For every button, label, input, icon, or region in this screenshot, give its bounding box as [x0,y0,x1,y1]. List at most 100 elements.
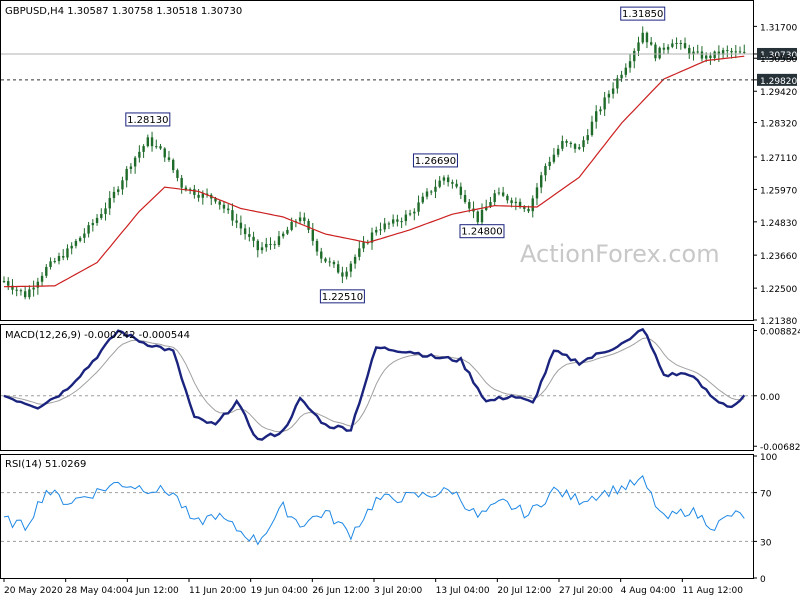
price-annotation-box [459,224,505,239]
candle-body [235,220,238,223]
candle-body [112,191,116,199]
candle-body [726,50,729,52]
price-annotation-box [412,153,458,168]
candle-body [15,289,18,291]
price-y-tick-label: 1.31700 [760,23,797,33]
candle-body [709,55,712,59]
candle-body [281,233,285,237]
candle-body [286,229,289,234]
candle-body [430,191,433,193]
candle-body [358,248,361,257]
candle-body [311,229,314,241]
candle-body [421,196,424,203]
candle-body [345,271,348,277]
candle-body [573,144,577,149]
candle-body [36,281,40,288]
candle-body [611,88,615,94]
candle-body [514,201,518,204]
candle-body [83,233,86,238]
candle-body [100,214,103,218]
candle-body [738,51,742,53]
candle-body [57,256,61,262]
price-y-tick-label: 1.30730 [760,51,797,61]
candle-body [133,157,137,167]
candle-body [446,177,450,183]
candle-body [586,135,589,141]
candle-body [117,189,120,192]
rsi-header: RSI(14) 51.0269 [5,459,86,470]
x-tick-label: 27 Jul 20:00 [559,586,613,596]
candle-body [662,47,666,50]
candle-body [413,211,416,214]
candle-body [468,202,471,209]
candle-body [328,261,331,263]
candle-body [265,243,268,248]
candle-body [256,240,259,251]
candle-body [599,109,602,112]
candle-body [590,121,594,136]
candle-body [32,287,35,290]
candle-body [74,240,78,246]
candle-body [49,261,52,267]
macd-layer [1,327,753,441]
candle-body [400,221,403,223]
candle-body [95,217,99,224]
price-y-tick-label: 1.24830 [760,219,797,229]
candle-body [11,285,14,290]
support-price-tag [757,73,797,86]
candle-body [298,217,302,222]
candle-body [40,275,44,282]
candle-body [362,242,365,249]
candle-body [451,182,454,184]
candle-body [523,207,526,209]
candle-body [713,51,716,59]
candle-body [142,146,145,152]
candle-body [159,146,162,149]
price-annotation-label: 1.22510 [322,292,363,303]
candle-body [717,51,721,55]
macd-y-tick-label: 0.00 [760,393,780,403]
candle-body [743,51,746,53]
price-header: GBPUSD,H4 1.30587 1.30758 1.30518 1.3073… [5,6,242,17]
candle-body [336,264,340,273]
candle-body [62,256,65,258]
candle-body [434,186,437,192]
candle-body [269,243,272,245]
candle-body [2,281,6,283]
x-tick-label: 4 Aug 04:00 [621,586,676,596]
candle-body [239,222,243,229]
candle-body [561,141,564,149]
price-annotation-label: 1.26690 [415,156,456,167]
candle-body [485,206,488,210]
x-tick-label: 20 Jul 12:00 [497,586,551,596]
candle-body [692,51,695,55]
candle-body [404,214,408,222]
rsi-panel-frame [0,454,754,579]
price-y-tick-label: 1.25970 [760,186,797,196]
candle-body [121,180,124,190]
candle-body [417,202,420,212]
candle-body [290,221,293,230]
price-y-tick-label: 1.27110 [760,154,797,164]
candle-body [45,266,48,276]
candle-body [688,47,691,55]
candle-body [332,261,336,265]
x-tick-label: 13 Jul 04:00 [436,586,490,596]
candle-body [396,219,399,222]
candle-body [544,166,547,176]
candle-body [201,193,205,198]
x-tick-label: 26 Jun 12:00 [312,586,369,596]
candle-body [506,195,509,201]
candle-body [7,281,10,286]
candle-body [383,223,386,230]
candle-body [607,93,611,98]
candle-body [493,193,496,202]
candle-body [628,61,632,68]
candle-body [214,198,217,202]
rsi-y-tick-label: 70 [760,490,772,500]
price-annotation-box [125,112,171,127]
candle-body [370,232,374,243]
candle-body [654,44,657,59]
candle-body [578,147,581,149]
